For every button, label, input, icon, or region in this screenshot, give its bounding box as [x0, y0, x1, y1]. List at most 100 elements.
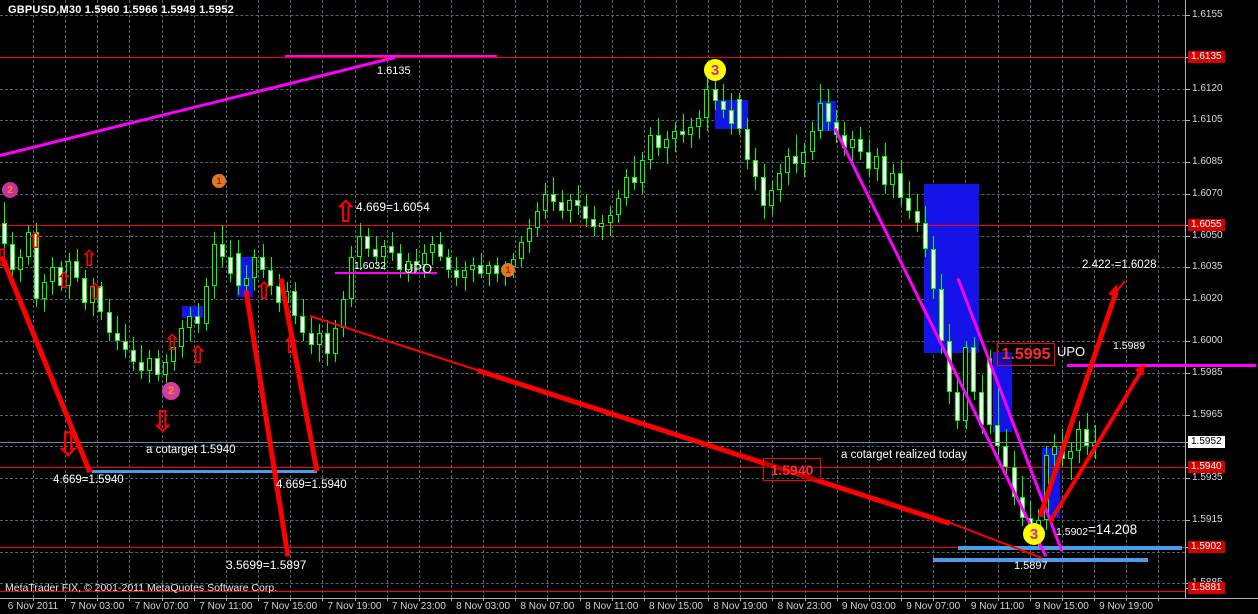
time-axis-tick [676, 598, 677, 601]
horizontal-level-line[interactable] [0, 56, 1185, 59]
price-axis-tick [1185, 547, 1190, 549]
price-axis-label: 1.6135 [1188, 51, 1225, 64]
annotation-text[interactable]: 1.5902 [1056, 526, 1089, 538]
candle-body-bear [478, 265, 484, 274]
candle-wick [117, 315, 119, 350]
numbered-marker[interactable]: 1 [212, 174, 226, 188]
price-callout-box[interactable]: 1.5940 [763, 458, 821, 481]
trend-line[interactable] [1037, 291, 1119, 517]
signal-arrow-down-icon: ⇩ [54, 425, 83, 465]
time-axis-label: 7 Nov 15:00 [263, 601, 318, 612]
annotation-text[interactable]: 1.6135 [377, 65, 411, 77]
annotation-text[interactable]: 1.5897 [1014, 560, 1048, 572]
candle-body-bear [1003, 446, 1009, 468]
numbered-marker[interactable]: 2 [162, 382, 180, 400]
annotation-text[interactable]: 1.5989 [1113, 340, 1146, 352]
trend-line[interactable] [0, 55, 396, 157]
candle-body-bull [405, 261, 411, 270]
candle-body-bear [728, 109, 734, 125]
grid-line-vertical [772, 0, 774, 598]
candle-body-bear [437, 244, 443, 257]
candle-body-bull [672, 130, 678, 140]
time-axis-tick [193, 598, 195, 601]
support-line[interactable] [92, 470, 317, 473]
annotation-text[interactable]: 4.669=1.6054 [356, 200, 430, 214]
support-line[interactable] [958, 546, 1182, 550]
candle-body-bull [607, 214, 613, 224]
candle-body-bear [655, 134, 661, 148]
grid-line-vertical [515, 0, 517, 598]
annotation-text[interactable]: =14.208 [1088, 522, 1138, 537]
candle-body-bear [494, 265, 500, 274]
grid-line-vertical [258, 0, 260, 598]
time-axis-tick [450, 598, 452, 601]
candle-body-bull [429, 244, 435, 253]
price-callout-box[interactable]: 1.5995 [997, 343, 1055, 366]
annotation-text[interactable]: 4.669=1.5940 [53, 474, 124, 486]
price-axis-label: 1.5881 [1188, 582, 1225, 594]
annotation-text[interactable]: 2.422-=1.6028 [1082, 259, 1157, 271]
grid-line-vertical [322, 0, 324, 598]
time-axis-tick [418, 598, 420, 601]
magenta-level-segment[interactable] [335, 272, 437, 274]
time-axis-label: 8 Nov 19:00 [713, 601, 768, 612]
candle-body-bull [49, 267, 55, 283]
grid-line-vertical [386, 0, 388, 598]
candle-body-bear [292, 290, 298, 316]
numbered-marker[interactable]: 3 [1023, 523, 1045, 545]
candle-body-bull [769, 189, 775, 207]
price-axis-tick [1185, 477, 1190, 479]
grid-line-vertical [836, 0, 838, 598]
candle-wick [480, 252, 482, 278]
horizontal-level-line[interactable] [0, 546, 1185, 549]
candle-body-bull [664, 139, 670, 148]
time-axis-tick [1029, 598, 1031, 601]
grid-line-vertical [740, 0, 742, 598]
time-axis-tick [161, 598, 163, 601]
order-block-rect[interactable] [182, 306, 203, 318]
candle-body-bull [348, 256, 354, 300]
time-axis-tick [1158, 598, 1160, 601]
numbered-marker[interactable]: 2 [2, 182, 18, 198]
candle-body-bull [357, 235, 363, 257]
time-axis-tick [547, 598, 549, 601]
annotation-text[interactable]: 1.6032 [354, 260, 387, 272]
annotation-text[interactable]: UPO [404, 261, 433, 276]
price-axis-tick [1185, 414, 1190, 416]
grid-line-horizontal [0, 583, 1185, 585]
candle-body-bear [793, 155, 799, 165]
time-axis-tick [708, 598, 710, 601]
horizontal-level-line[interactable] [0, 466, 1185, 469]
time-axis-label: 8 Nov 11:00 [585, 601, 639, 612]
price-axis-label: 1.6020 [1192, 293, 1223, 305]
annotation-text[interactable]: 4.669=1.5940 [276, 479, 347, 491]
candle-body-bear [235, 252, 241, 287]
time-axis-label: 7 Nov 03:00 [70, 601, 125, 612]
signal-arrow-up-icon: ⇧ [254, 277, 275, 305]
numbered-marker[interactable]: 1 [501, 263, 515, 277]
annotation-text[interactable]: a cotarget 1.5940 [146, 444, 236, 456]
time-axis-tick [515, 598, 517, 601]
order-block-rect[interactable] [237, 257, 253, 297]
signal-arrow-up-icon: ⇧ [163, 331, 182, 356]
trend-line[interactable] [243, 289, 291, 557]
marker-number: 2 [7, 184, 13, 196]
annotation-text[interactable]: UPO [1057, 344, 1086, 359]
price-axis-label: 1.5985 [1192, 366, 1223, 378]
candle-body-bull [801, 151, 807, 165]
grid-line-vertical [1061, 0, 1063, 598]
chart-plot-area[interactable]: ⇧ ⇧ ⇧ ⇧ ⇧ ⇧ ⇧ ⇧ ⇧ ⇩ ⇩ ⇩ 2 1 2 1 3 3 [0, 0, 1185, 598]
candle-body-bear [138, 362, 144, 371]
candle-wick [666, 130, 668, 165]
candle-body-bear [680, 130, 686, 135]
support-line[interactable] [933, 558, 1148, 562]
horizontal-level-line[interactable] [0, 590, 1185, 593]
time-axis-label: 7 Nov 07:00 [134, 601, 189, 612]
magenta-level-segment[interactable] [1067, 364, 1256, 367]
candle-body-bear [898, 172, 904, 199]
annotation-text[interactable]: a cotarget realized today [841, 449, 967, 461]
annotation-text[interactable]: 3.5699=1.5897 [226, 558, 307, 572]
numbered-marker[interactable]: 3 [704, 59, 726, 81]
candle-body-bull [809, 130, 815, 152]
candle-body-bull [526, 227, 532, 243]
